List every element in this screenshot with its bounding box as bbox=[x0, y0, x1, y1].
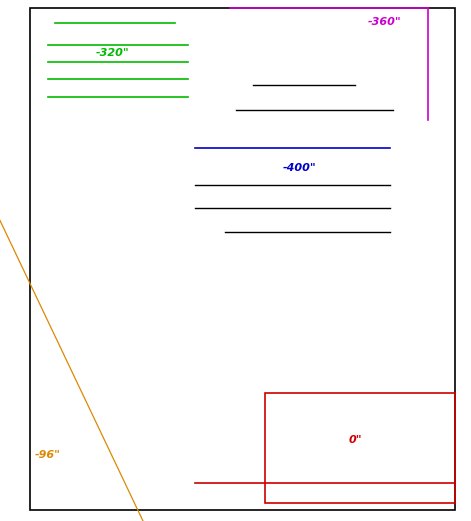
Text: 0": 0" bbox=[348, 435, 362, 445]
Bar bbox=[265, 393, 455, 503]
Text: -96": -96" bbox=[35, 450, 61, 460]
Text: -320": -320" bbox=[96, 48, 130, 58]
Text: -400": -400" bbox=[283, 163, 317, 173]
Text: -360": -360" bbox=[368, 17, 402, 27]
